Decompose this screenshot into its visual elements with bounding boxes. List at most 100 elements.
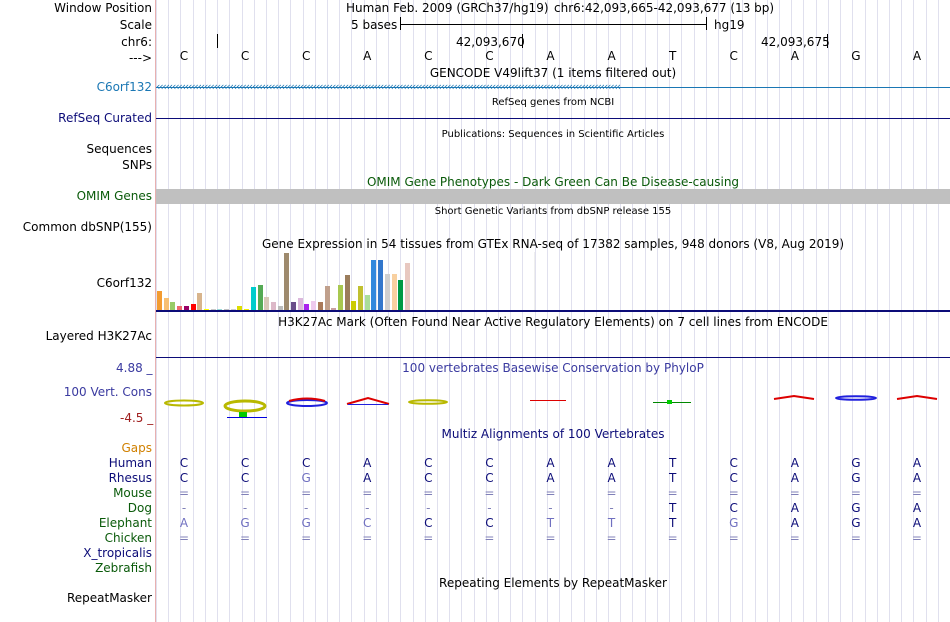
gaps-label[interactable]: Gaps — [121, 441, 152, 455]
h3k27ac-label[interactable]: Layered H3K27Ac — [45, 329, 152, 343]
base-letter: A — [546, 49, 555, 63]
gtex-tissue-bar[interactable] — [224, 309, 229, 310]
omim-label[interactable]: OMIM Genes — [76, 189, 152, 203]
gtex-chart[interactable] — [156, 252, 535, 310]
omim-feature-bar[interactable] — [156, 189, 950, 204]
gtex-tissue-bar[interactable] — [385, 274, 390, 310]
alignment-base: C — [424, 471, 433, 485]
gtex-tissue-bar[interactable] — [325, 286, 330, 310]
gencode-track-title[interactable]: GENCODE V49lift37 (1 items filtered out) — [429, 66, 677, 80]
gtex-tissue-bar[interactable] — [164, 298, 169, 310]
gtex-gene-line — [156, 310, 950, 312]
gtex-tissue-bar[interactable] — [170, 302, 175, 310]
alignment-base: = — [178, 531, 190, 545]
position-text[interactable]: chr6:42,093,665-42,093,677 (13 bp) — [554, 1, 775, 15]
species-label[interactable]: X_tropicalis — [83, 546, 152, 560]
gtex-tissue-bar[interactable] — [311, 301, 316, 310]
gtex-tissue-bar[interactable] — [392, 274, 397, 310]
dbsnp-track-title[interactable]: Short Genetic Variants from dbSNP releas… — [434, 206, 672, 217]
species-label[interactable]: Elephant — [98, 516, 152, 530]
gtex-tissue-bar[interactable] — [264, 297, 269, 310]
alignment-base: G — [851, 516, 861, 530]
species-label[interactable]: Mouse — [113, 486, 152, 500]
gtex-tissue-bar[interactable] — [291, 302, 296, 310]
coord-label-2: 42,093,675 — [761, 35, 830, 49]
snps-label[interactable]: SNPs — [122, 158, 152, 172]
logo-col-1 — [164, 399, 204, 407]
gtex-tissue-bar[interactable] — [345, 275, 350, 310]
gtex-tissue-bar[interactable] — [197, 293, 202, 310]
gtex-tissue-bar[interactable] — [365, 295, 370, 310]
gtex-tissue-bar[interactable] — [177, 306, 182, 310]
alignment-base: = — [362, 486, 373, 500]
alignment-base: C — [240, 471, 250, 485]
gtex-tissue-bar[interactable] — [217, 309, 222, 310]
gtex-tissue-bar[interactable] — [237, 306, 242, 310]
gencode-gene-label[interactable]: C6orf132 — [96, 80, 152, 94]
phylop-logo-plot[interactable] — [156, 392, 950, 420]
gtex-gene-label[interactable]: C6orf132 — [96, 276, 152, 290]
multiz-track-title[interactable]: Multiz Alignments of 100 Vertebrates — [441, 427, 665, 441]
alignment-base: C — [729, 456, 738, 470]
h3k27ac-track-title[interactable]: H3K27Ac Mark (Often Found Near Active Re… — [278, 315, 828, 329]
gtex-tissue-bar[interactable] — [244, 309, 249, 310]
gtex-tissue-bar[interactable] — [351, 301, 356, 310]
gtex-tissue-bar[interactable] — [304, 304, 309, 310]
gtex-tissue-bar[interactable] — [157, 291, 162, 310]
phylop-label[interactable]: 100 Vert. Cons — [63, 385, 152, 399]
gtex-tissue-bar[interactable] — [271, 302, 276, 310]
alignment-base: = — [301, 531, 312, 545]
alignment-base: C — [179, 456, 189, 470]
repeatmasker-track-title[interactable]: Repeating Elements by RepeatMasker — [439, 576, 667, 590]
gtex-tissue-bar[interactable] — [278, 306, 283, 310]
gtex-tissue-bar[interactable] — [405, 263, 410, 310]
alignment-base: - — [365, 501, 370, 515]
alignment-base: A — [546, 471, 555, 485]
gtex-tissue-bar[interactable] — [358, 286, 363, 310]
gtex-tissue-bar[interactable] — [284, 253, 289, 310]
refseq-gene-line[interactable] — [156, 118, 950, 119]
gtex-tissue-bar[interactable] — [331, 308, 336, 310]
sequences-label[interactable]: Sequences — [86, 142, 152, 156]
publications-track-title[interactable]: Publications: Sequences in Scientific Ar… — [441, 129, 665, 140]
alignment-base: = — [545, 531, 556, 545]
gtex-tissue-bar[interactable] — [371, 260, 376, 310]
species-label[interactable]: Zebrafish — [95, 561, 152, 575]
gtex-tissue-bar[interactable] — [211, 309, 216, 310]
logo-col-9 — [653, 400, 691, 404]
coord-label-1: 42,093,670 — [456, 35, 525, 49]
gencode-gene-line — [156, 87, 950, 88]
gtex-tissue-bar[interactable] — [378, 260, 383, 310]
gtex-tissue-bar[interactable] — [338, 285, 343, 310]
gtex-tissue-bar[interactable] — [318, 302, 323, 310]
refseq-label[interactable]: RefSeq Curated — [58, 111, 152, 125]
refseq-track-title[interactable]: RefSeq genes from NCBI — [491, 97, 615, 108]
repeatmasker-label[interactable]: RepeatMasker — [66, 591, 152, 605]
species-label[interactable]: Dog — [127, 501, 152, 515]
gtex-tissue-bar[interactable] — [258, 285, 263, 310]
alignment-base: C — [729, 501, 738, 515]
alignment-base: A — [790, 471, 799, 485]
scale-text: 5 bases — [351, 18, 398, 32]
alignment-base: - — [609, 501, 614, 515]
gencode-gene-model[interactable]: ‹‹‹‹‹‹‹‹‹‹‹‹‹‹‹‹‹‹‹‹‹‹‹‹‹‹‹‹‹‹‹‹‹‹‹‹‹‹‹‹… — [156, 80, 621, 93]
alignment-base: - — [303, 501, 309, 515]
phylop-track-title[interactable]: 100 vertebrates Basewise Conservation by… — [402, 361, 704, 375]
base-letter: C — [179, 49, 189, 63]
gtex-tissue-bar[interactable] — [251, 287, 256, 310]
species-label[interactable]: Chicken — [104, 531, 152, 545]
gtex-tissue-bar[interactable] — [298, 298, 303, 310]
gtex-tissue-bar[interactable] — [204, 309, 209, 310]
species-label[interactable]: Rhesus — [108, 471, 152, 485]
gtex-tissue-bar[interactable] — [184, 306, 189, 310]
gtex-track-title[interactable]: Gene Expression in 54 tissues from GTEx … — [261, 237, 845, 251]
gtex-tissue-bar[interactable] — [231, 309, 236, 310]
species-label[interactable]: Human — [108, 456, 152, 470]
scale-bar-right-tick — [706, 17, 707, 30]
dbsnp-label[interactable]: Common dbSNP(155) — [22, 220, 152, 234]
logo-col-3 — [286, 397, 328, 407]
gtex-tissue-bar[interactable] — [398, 280, 403, 310]
gtex-tissue-bar[interactable] — [191, 304, 196, 310]
omim-track-title[interactable]: OMIM Gene Phenotypes - Dark Green Can Be… — [366, 175, 740, 189]
base-letter: C — [424, 49, 433, 63]
